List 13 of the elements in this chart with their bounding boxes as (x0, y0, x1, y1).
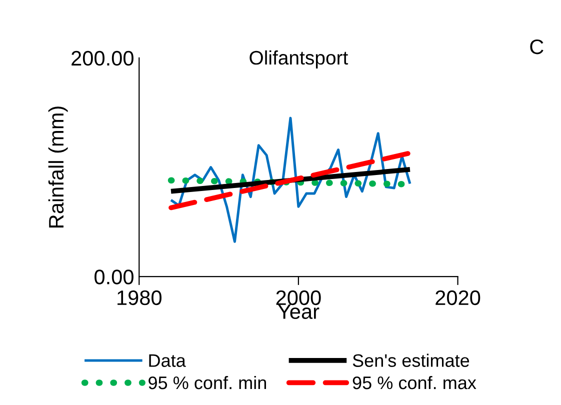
legend-label: 95 % conf. min (148, 376, 266, 390)
legend-label: Sen's estimate (352, 354, 470, 367)
text: C (530, 39, 544, 54)
x-tick-label: 1980 (118, 290, 162, 306)
x-axis-title: Year (278, 304, 320, 319)
legend-label: 95 % conf. max (352, 376, 476, 390)
x-tick-label: 2020 (436, 290, 480, 306)
legend-label: Data (149, 354, 186, 367)
y-tick-label: 0.00 (94, 270, 134, 284)
y-tick-label: 200.00 (72, 50, 134, 66)
chart-title: Olifantsport (250, 50, 348, 69)
x-tick-label: 2000 (276, 290, 321, 306)
y-axis-title: Rainfall (mm) (48, 106, 68, 228)
